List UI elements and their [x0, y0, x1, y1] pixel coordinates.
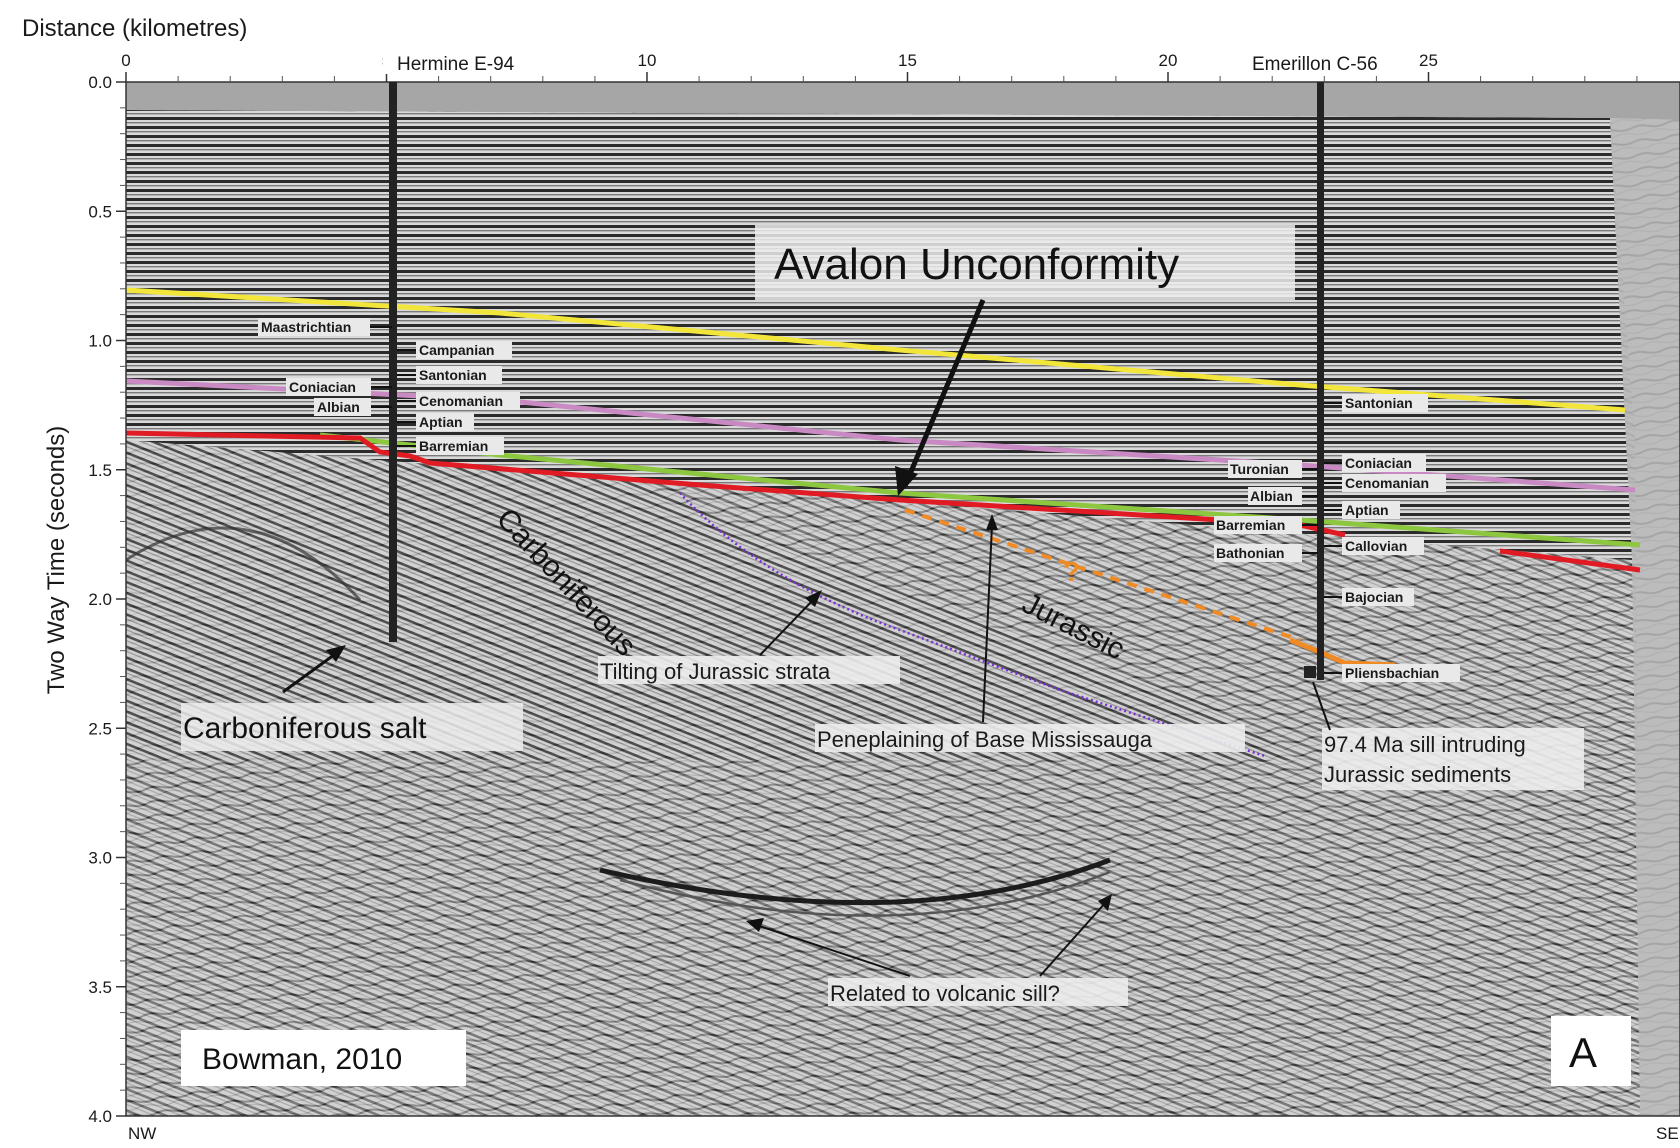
- strat-label: Barremian: [1216, 517, 1285, 533]
- peneplaining-arrowhead: [986, 514, 998, 530]
- y-tick-label: 0.5: [88, 202, 112, 221]
- strat-label: Pliensbachian: [1345, 665, 1439, 681]
- horizon-yellow: [126, 287, 1626, 413]
- x-tick-label: 0: [121, 51, 130, 70]
- y-tick-label: 3.5: [88, 978, 112, 997]
- y-tick-label: 4.0: [88, 1107, 112, 1126]
- y-tick-label: 2.5: [88, 719, 112, 738]
- carboniferous-salt-label: Carboniferous salt: [183, 712, 427, 745]
- wells: Hermine E-94 Emerillon C-56: [383, 48, 1378, 680]
- strat-label: Cenomanian: [1345, 475, 1429, 491]
- well-hermine: [389, 82, 397, 642]
- strat-labels-hermine: Campanian Santonian Cenomanian Aptian Ba…: [397, 341, 520, 455]
- credit-label: Bowman, 2010: [202, 1043, 402, 1076]
- volcanic-arrowhead-right: [1098, 894, 1112, 911]
- strat-label: Barremian: [419, 438, 488, 454]
- strat-label: Santonian: [1345, 395, 1413, 411]
- avalon-label: Avalon Unconformity: [774, 240, 1179, 289]
- strat-label: Maastrichtian: [261, 319, 351, 335]
- horizon-orange-dashed: [904, 508, 1301, 642]
- panel-letter: A: [1569, 1029, 1597, 1076]
- panel-letter-box: [1551, 1016, 1631, 1086]
- strat-label: Aptian: [1345, 502, 1389, 518]
- volcanic-label: Related to volcanic sill?: [830, 981, 1060, 1006]
- strat-label: Cenomanian: [419, 393, 503, 409]
- strat-labels-emerillon-left: Turonian Albian Barremian Bathonian: [1214, 460, 1318, 562]
- y-tick-label: 1.5: [88, 461, 112, 480]
- strat-label: Bajocian: [1345, 589, 1403, 605]
- well-name-hermine: Hermine E-94: [397, 54, 515, 75]
- question-mark: ?: [1063, 556, 1080, 587]
- horizon-purple-dotted: [679, 492, 1266, 758]
- y-tick-label: 2.0: [88, 590, 112, 609]
- seismic-section: [126, 82, 1680, 1116]
- strat-labels-left: Maastrichtian Coniacian Albian: [258, 318, 392, 416]
- credit-box: [181, 1030, 466, 1086]
- strat-label: Santonian: [419, 367, 487, 383]
- y-axis-ticks: 0.0 0.5 1.0 1.5 2.0 2.5 3.0 3.5 4.0: [88, 73, 126, 1126]
- strat-label: Callovian: [1345, 538, 1407, 554]
- strat-label: Coniacian: [289, 379, 356, 395]
- strat-label: Albian: [317, 399, 360, 415]
- horizon-pink: [126, 378, 1636, 493]
- well-emerillon: [1317, 82, 1324, 680]
- avalon-arrowhead: [895, 466, 918, 496]
- x-tick-label: 15: [898, 51, 917, 70]
- peneplaining-label: Peneplaining of Base Mississauga: [817, 727, 1153, 752]
- strat-label: Turonian: [1230, 461, 1289, 477]
- well-name-emerillon: Emerillon C-56: [1252, 54, 1378, 75]
- x-tick-label: 20: [1159, 51, 1178, 70]
- x-tick-label: 10: [638, 51, 657, 70]
- tilting-arrowhead: [805, 590, 822, 607]
- salt-arrowhead: [326, 645, 346, 662]
- x-axis-title: Distance (kilometres): [22, 15, 247, 42]
- strat-label: Albian: [1250, 488, 1293, 504]
- strat-label: Bathonian: [1216, 545, 1284, 561]
- strat-labels-emerillon-right: Santonian Coniacian Cenomanian Aptian Ca…: [1304, 394, 1460, 682]
- y-axis-title: Two Way Time (seconds): [43, 426, 70, 695]
- strat-label: Coniacian: [1345, 455, 1412, 471]
- y-tick-label: 3.0: [88, 849, 112, 868]
- se-label: SE: [1656, 1124, 1679, 1143]
- well-box-hermine: [383, 48, 543, 74]
- strat-label: Aptian: [419, 414, 463, 430]
- nw-label: NW: [128, 1124, 156, 1143]
- x-axis-ticks: 05101520253: [121, 51, 1638, 82]
- sill-label-line1: 97.4 Ma sill intruding: [1324, 732, 1526, 757]
- tilting-label: Tilting of Jurassic strata: [600, 659, 831, 684]
- strat-label: Campanian: [419, 342, 494, 358]
- y-tick-label: 0.0: [88, 73, 112, 92]
- volcanic-arrowhead-left: [746, 918, 764, 932]
- sill-label-line2: Jurassic sediments: [1324, 762, 1511, 787]
- y-tick-label: 1.0: [88, 332, 112, 351]
- x-tick-label: 25: [1419, 51, 1438, 70]
- avalon-label-box: [755, 225, 1295, 300]
- horizon-red: [126, 430, 1641, 573]
